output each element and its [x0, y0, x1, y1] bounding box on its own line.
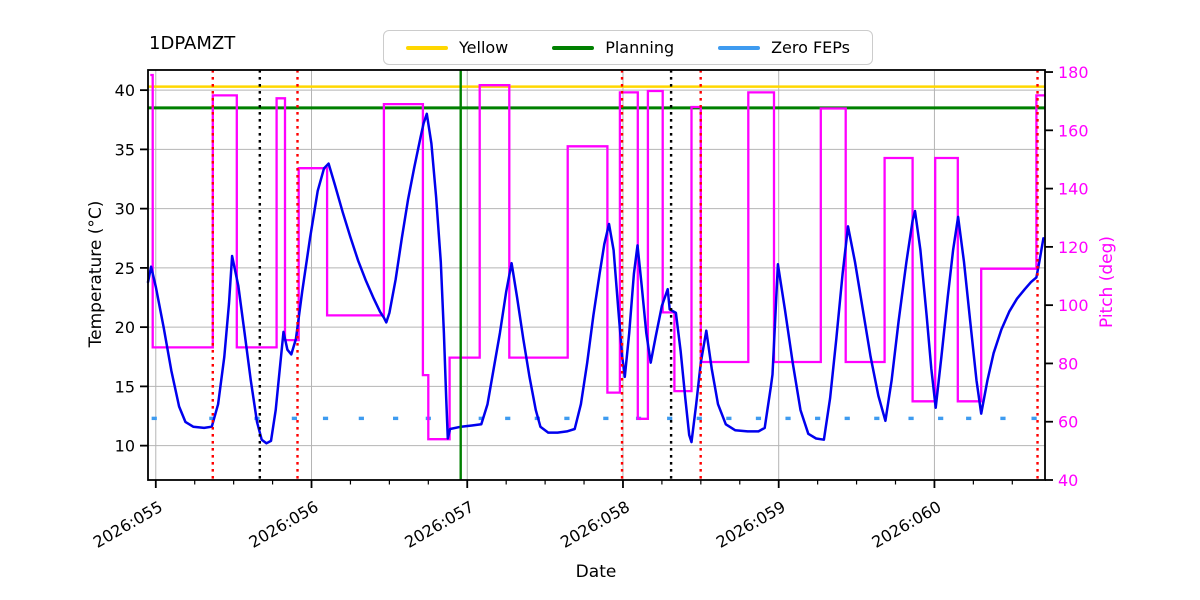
zero-feps-marker: [815, 416, 821, 421]
zero-feps-marker: [908, 416, 914, 421]
tick-label-x: 2026:056: [246, 497, 322, 552]
tick-label-x: 2026:055: [90, 497, 166, 552]
zero-feps-marker: [209, 416, 215, 421]
zero-feps-marker: [505, 416, 511, 421]
tick-label-y-right: 140: [1058, 180, 1089, 199]
tick-label-y-left: 15: [115, 377, 135, 396]
tick-label-x: 2026:058: [557, 497, 633, 552]
tick-label-y-right: 80: [1058, 354, 1078, 373]
y-axis-label-left: Temperature (°C): [86, 200, 106, 348]
y-axis-label-right: Pitch (deg): [1097, 235, 1117, 329]
zero-feps-marker: [696, 416, 702, 421]
tick-label-y-left: 20: [115, 318, 135, 337]
legend-item-zero-feps: Zero FEPs: [718, 37, 850, 57]
tick-label-y-left: 10: [115, 437, 135, 456]
tick-label-y-right: 40: [1058, 471, 1078, 490]
legend-label-planning: Planning: [605, 37, 675, 57]
zero-feps-marker: [151, 416, 157, 421]
legend-box: Yellow Planning Zero FEPs: [383, 30, 873, 65]
yellow-line-swatch: [406, 45, 448, 50]
tick-label-y-right: 120: [1058, 238, 1089, 257]
zero-feps-marker: [603, 416, 609, 421]
zero-feps-line-swatch: [718, 45, 761, 50]
legend-item-planning: Planning: [552, 37, 675, 57]
tick-label-y-right: 160: [1058, 121, 1089, 140]
x-axis-label: Date: [575, 562, 617, 582]
page-title: 1DPAMZT: [149, 33, 236, 54]
zero-feps-marker: [755, 416, 762, 421]
zero-feps-marker: [938, 416, 944, 421]
temperature-line: [146, 112, 1045, 445]
planning-line-swatch: [552, 45, 595, 50]
zero-feps-marker: [478, 416, 484, 421]
zero-feps-marker: [844, 416, 850, 421]
tick-label-y-right: 180: [1058, 63, 1089, 82]
tick-label-y-right: 100: [1058, 296, 1089, 315]
plot-border: [147, 69, 1046, 481]
zero-feps-marker: [667, 416, 673, 421]
tick-label-x: 2026:057: [401, 497, 477, 552]
tick-label-y-left: 40: [115, 81, 135, 100]
tick-label-y-left: 25: [115, 259, 135, 278]
zero-feps-marker: [1000, 416, 1006, 421]
zero-feps-marker: [966, 416, 972, 421]
legend-item-yellow: Yellow: [406, 37, 509, 57]
tick-label-x: 2026:059: [713, 497, 789, 552]
tick-label-y-right: 60: [1058, 413, 1078, 432]
legend-label-yellow: Yellow: [459, 37, 509, 57]
tick-label-y-left: 30: [115, 200, 135, 219]
legend-label-zero-feps: Zero FEPs: [771, 37, 850, 57]
zero-feps-marker: [291, 416, 297, 421]
zero-feps-marker: [358, 416, 364, 421]
zero-feps-marker: [726, 416, 732, 421]
zero-feps-marker: [564, 416, 570, 421]
zero-feps-marker: [874, 416, 880, 421]
zero-feps-marker: [785, 416, 791, 421]
pitch-line: [150, 73, 1045, 441]
tick-label-y-left: 35: [115, 140, 135, 159]
zero-feps-marker: [1031, 416, 1037, 421]
zero-feps-marker: [322, 416, 329, 421]
tick-label-x: 2026:060: [869, 497, 945, 552]
zero-feps-marker: [393, 416, 399, 421]
